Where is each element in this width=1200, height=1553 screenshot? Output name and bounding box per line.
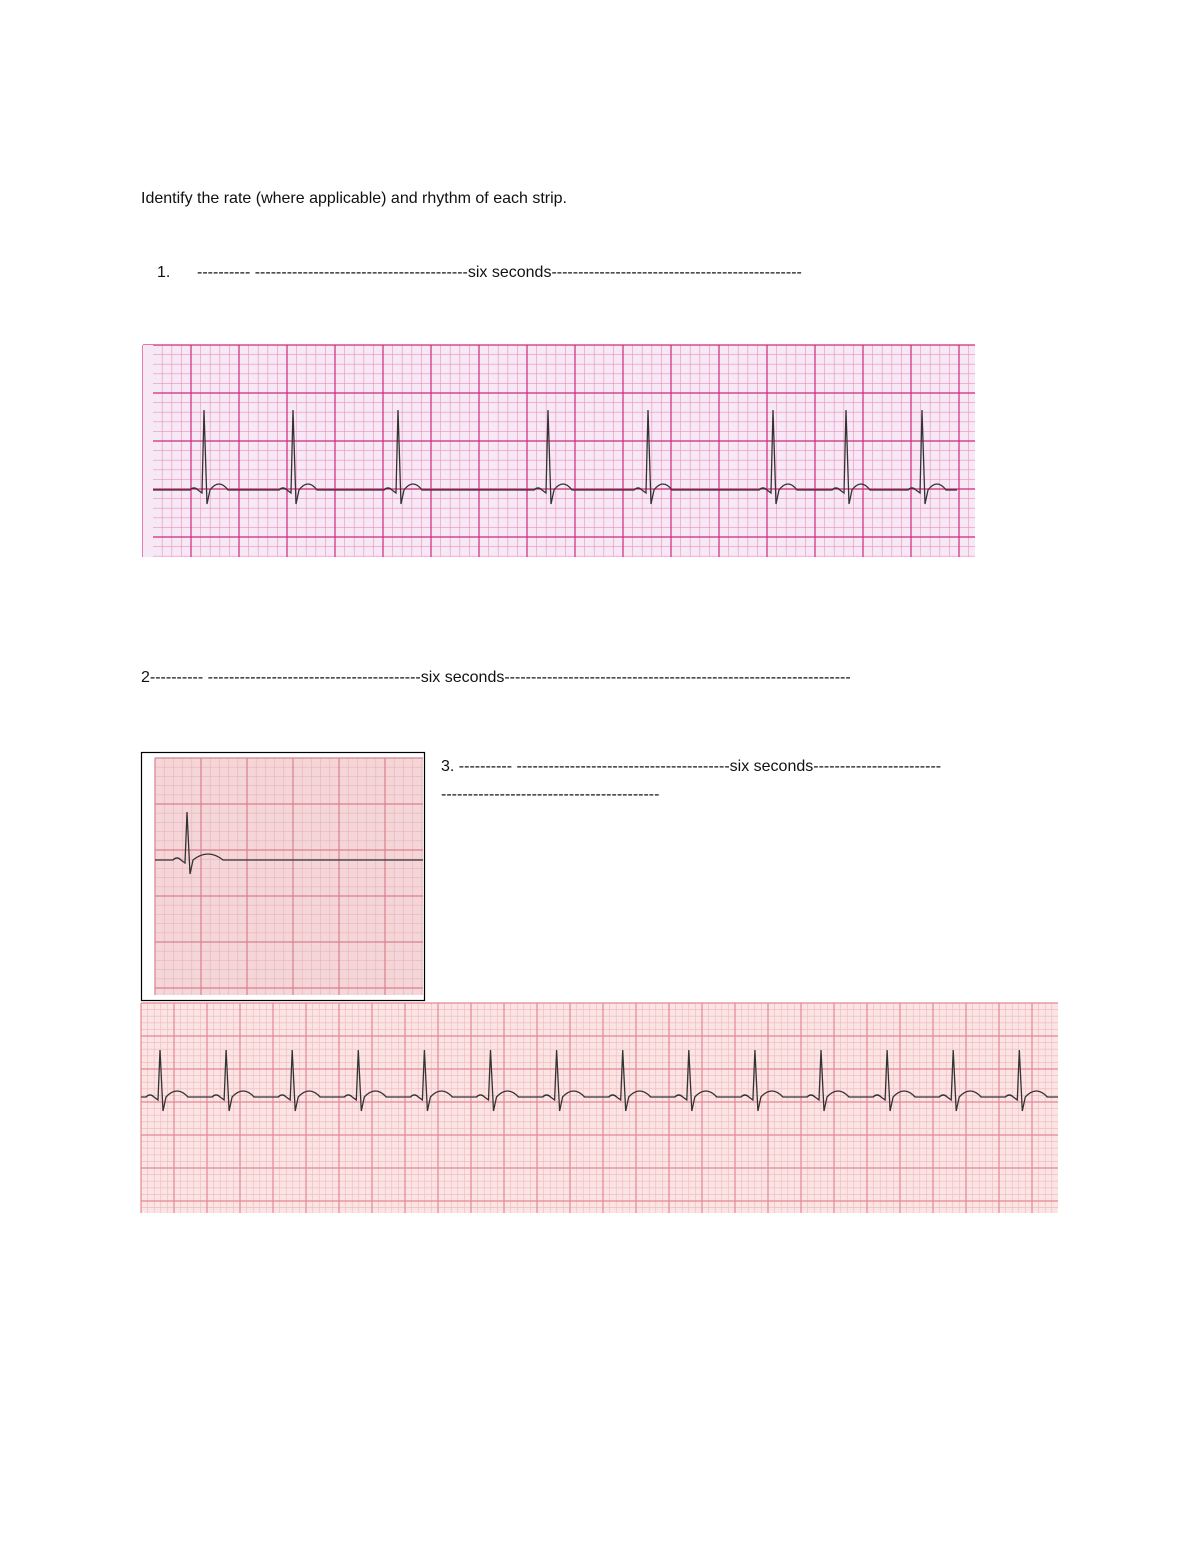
item-number: 3.	[441, 758, 455, 775]
strip-edge	[143, 345, 153, 557]
instruction: Identify the rate (where applicable) and…	[141, 190, 567, 207]
ecg-trace	[153, 409, 957, 505]
grid-minor	[141, 1003, 1058, 1213]
ecg-trace	[155, 811, 423, 875]
ecg-trace	[141, 1049, 1058, 1112]
item-text: ---------- -----------------------------…	[197, 264, 802, 281]
grid-minor	[155, 758, 423, 995]
grid-major	[140, 1002, 1058, 1213]
ecg-paper	[143, 345, 975, 557]
grid-major	[154, 757, 423, 995]
item-number: 1.	[157, 264, 171, 281]
item-text: 2---------- ----------------------------…	[141, 669, 851, 686]
ecg-paper	[155, 758, 423, 995]
item-text: 3. ---------- --------------------------…	[441, 753, 946, 809]
ecg-paper	[141, 1003, 1058, 1213]
item-text: ---------- -----------------------------…	[441, 758, 942, 803]
